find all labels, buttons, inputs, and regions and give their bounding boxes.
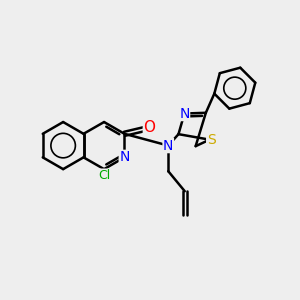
Text: O: O bbox=[143, 120, 155, 135]
Text: S: S bbox=[207, 133, 215, 147]
Text: N: N bbox=[119, 150, 130, 164]
Text: N: N bbox=[179, 106, 190, 121]
Text: Cl: Cl bbox=[98, 169, 110, 182]
Text: N: N bbox=[163, 139, 173, 153]
